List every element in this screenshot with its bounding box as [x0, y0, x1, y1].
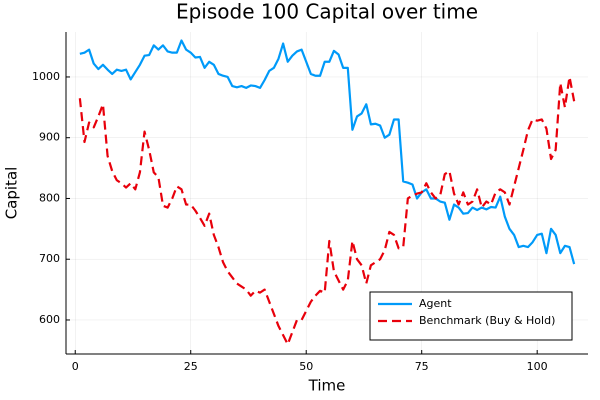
x-axis-label: Time [308, 377, 346, 395]
y-tick-label: 900 [39, 131, 60, 144]
x-tick-label: 100 [527, 360, 548, 373]
legend-label: Benchmark (Buy & Hold) [419, 314, 555, 327]
x-tick-label: 0 [72, 360, 79, 373]
y-tick-label: 700 [39, 252, 60, 265]
legend-label: Agent [419, 297, 452, 310]
y-tick-label: 800 [39, 191, 60, 204]
x-tick-label: 75 [415, 360, 429, 373]
legend-box [369, 291, 573, 341]
y-tick-label: 600 [39, 313, 60, 326]
x-tick-label: 25 [184, 360, 198, 373]
chart-title: Episode 100 Capital over time [176, 0, 478, 24]
x-tick-label: 50 [299, 360, 313, 373]
series-line [78, 75, 576, 346]
y-tick-label: 1000 [32, 70, 60, 83]
series-line [79, 39, 576, 265]
y-axis-label: Capital [3, 167, 21, 220]
